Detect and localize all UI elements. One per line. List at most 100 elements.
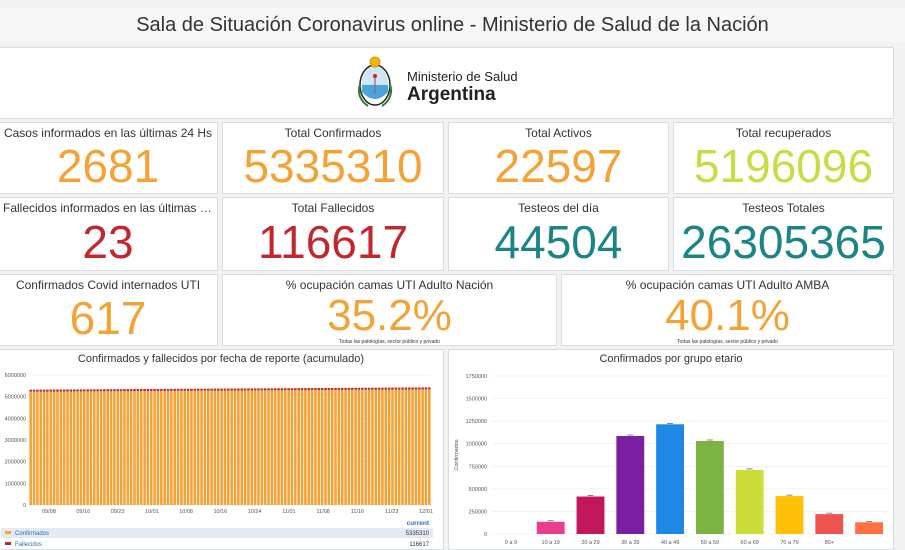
bar-confirmados <box>79 391 83 505</box>
bar-fallecidos <box>397 387 401 390</box>
card-note: Todas las patologías, sector público y p… <box>339 339 440 345</box>
bar-confirmados <box>287 390 290 505</box>
bar-fallecidos <box>290 388 294 391</box>
bar-confirmados <box>407 389 411 505</box>
bar-confirmados <box>273 390 277 505</box>
bar-fallecidos <box>119 389 123 392</box>
bar-confirmados <box>327 389 331 505</box>
bar-confirmados <box>330 389 334 505</box>
card-label: Total recuperados <box>735 126 832 140</box>
bar-confirmados <box>39 391 42 505</box>
legend-value: 5335310 <box>406 531 430 537</box>
bar-fallecidos <box>96 389 99 392</box>
bar-fallecidos <box>123 389 126 392</box>
card-value: 44504 <box>494 216 623 268</box>
bar <box>815 514 844 534</box>
bar-confirmados <box>176 390 180 505</box>
bar-fallecidos <box>72 389 76 392</box>
bar-fallecidos <box>367 387 371 390</box>
bar-fallecidos <box>129 389 133 392</box>
bar-confirmados <box>304 390 307 505</box>
card-testeos-dia: Testeos del día 44504 <box>448 197 669 271</box>
bar-confirmados <box>340 389 344 505</box>
bar-fallecidos <box>270 388 274 391</box>
card-testeos-totales: Testeos Totales 26305365 <box>673 197 894 271</box>
card-total-fallecidos: Total Fallecidos 116617 <box>222 197 444 271</box>
x-tick-label: 09/08 <box>42 509 56 515</box>
bar-fallecidos <box>203 388 207 391</box>
national-seal-icon <box>358 56 392 107</box>
bar-confirmados <box>377 389 381 505</box>
x-tick-label: 09/16 <box>76 509 90 515</box>
bar-fallecidos <box>29 389 32 392</box>
bar-fallecidos <box>139 389 143 392</box>
bar-fallecidos <box>317 388 321 391</box>
bar-fallecidos <box>371 387 374 390</box>
card-label: % ocupación camas UTI Adulto Nación <box>285 278 494 292</box>
card-internados-uti: Confirmados Covid internados UTI 617 <box>0 274 218 346</box>
bar-confirmados <box>344 389 347 505</box>
bar-fallecidos <box>377 387 381 390</box>
bar-confirmados <box>320 390 324 505</box>
x-tick-label: 0 a 9 <box>505 540 517 546</box>
y-tick-label: 3000000 <box>5 438 26 444</box>
bar-confirmados <box>267 390 270 505</box>
bar-confirmados <box>153 390 156 505</box>
bar-confirmados <box>62 391 66 505</box>
bar-fallecidos <box>320 388 324 391</box>
bar-fallecidos <box>280 388 284 391</box>
bar-confirmados <box>196 390 200 505</box>
bar-fallecidos <box>411 387 414 390</box>
bar-confirmados <box>119 391 123 505</box>
card-value: 5335310 <box>243 140 423 192</box>
bar <box>695 441 724 534</box>
bar-fallecidos <box>401 387 404 390</box>
card-value: 23 <box>82 216 134 268</box>
bar-fallecidos <box>59 389 63 392</box>
bar-confirmados <box>240 390 243 505</box>
bar-confirmados <box>203 390 207 505</box>
bar-confirmados <box>99 391 103 505</box>
bar-fallecidos <box>240 388 243 391</box>
bar-confirmados <box>186 390 190 505</box>
bar-confirmados <box>93 391 96 505</box>
y-tick-label: 1000000 <box>466 442 487 448</box>
bar-confirmados <box>227 390 230 505</box>
bar-fallecidos <box>414 387 418 390</box>
bar-fallecidos <box>428 387 431 390</box>
legend-swatch <box>5 542 11 545</box>
bar-fallecidos <box>39 389 42 392</box>
bar-confirmados <box>384 389 388 505</box>
card-total-activos: Total Activos 22597 <box>448 122 669 194</box>
bar-fallecidos <box>190 388 193 391</box>
bar-confirmados <box>143 391 146 505</box>
x-tick-label: 10/01 <box>145 509 159 515</box>
bar-confirmados <box>237 390 240 505</box>
bar-fallecidos <box>287 388 290 391</box>
bar-confirmados <box>280 390 284 505</box>
bar-fallecidos <box>223 388 227 391</box>
bar-confirmados <box>36 391 39 505</box>
bar-confirmados <box>173 390 176 505</box>
chart-grupo-etario-svg: 1750000 1500000 1250000 1000000 750000 500000… <box>454 374 889 546</box>
bar-fallecidos <box>357 387 361 390</box>
bar-confirmados <box>52 391 56 505</box>
bar-confirmados <box>156 390 160 505</box>
bar-fallecidos <box>52 389 56 392</box>
bar-fallecidos <box>116 389 120 392</box>
bar-fallecidos <box>310 388 314 391</box>
card-label: Testeos del día <box>518 201 599 215</box>
bar-fallecidos <box>166 388 170 391</box>
bar-fallecidos <box>300 388 304 391</box>
bar-confirmados <box>381 389 384 505</box>
bar-fallecidos <box>153 388 156 391</box>
bar-fallecidos <box>46 389 49 392</box>
bar-confirmados <box>56 391 59 505</box>
bar-confirmados <box>354 389 357 505</box>
bar-confirmados <box>223 390 227 505</box>
bar-confirmados <box>136 391 140 505</box>
bar <box>855 522 884 534</box>
bar-confirmados <box>411 389 414 505</box>
bar-fallecidos <box>146 389 150 392</box>
bar-fallecidos <box>69 389 73 392</box>
